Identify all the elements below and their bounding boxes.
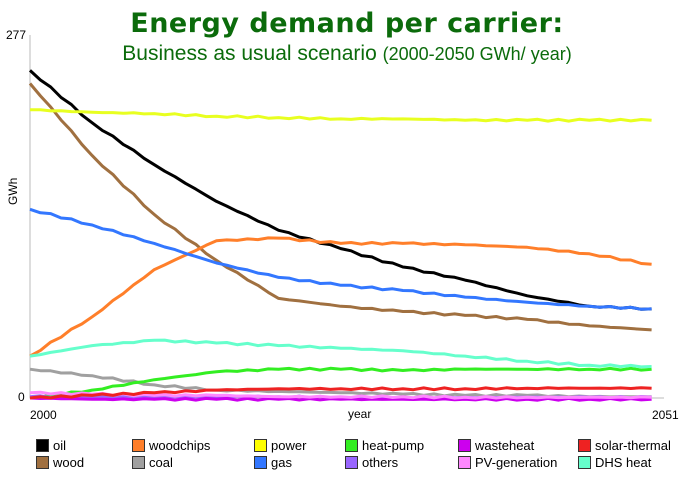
- series-line-woodchips: [29, 236, 652, 358]
- legend-swatch: [254, 456, 267, 469]
- legend-label: oil: [53, 438, 67, 453]
- legend-item-pv-generation: PV-generation: [458, 455, 557, 470]
- legend-label: DHS heat: [595, 455, 652, 470]
- chart-subtitle: Business as usual scenario (2000-2050 GW…: [0, 42, 694, 66]
- legend-item-solar-thermal: solar-thermal: [578, 438, 671, 453]
- series-line-solar-thermal: [29, 386, 652, 400]
- series-line-heat-pump: [29, 366, 652, 400]
- legend-label: PV-generation: [475, 455, 558, 470]
- series-line-gas: [29, 207, 652, 311]
- series-line-power: [30, 108, 652, 123]
- y-tick-zero: 0: [18, 390, 25, 404]
- series-line-wood: [28, 82, 652, 332]
- subtitle-unit: (2000-2050 GWh/ year): [382, 44, 572, 64]
- legend-label: heat-pump: [362, 438, 425, 453]
- y-tick-max: 277: [6, 28, 27, 42]
- legend-swatch: [36, 456, 49, 469]
- legend-label: gas: [271, 455, 292, 470]
- legend-label: wood: [53, 455, 85, 470]
- legend-swatch: [132, 456, 145, 469]
- legend-swatch: [578, 456, 591, 469]
- series-line-dhs-heat: [29, 338, 652, 369]
- legend-item-others: others: [345, 455, 398, 470]
- series-line-oil: [28, 69, 652, 311]
- legend-item-heat-pump: heat-pump: [345, 438, 424, 453]
- legend-item-oil: oil: [36, 438, 66, 453]
- legend-label: woodchips: [149, 438, 211, 453]
- x-axis-label: year: [348, 407, 372, 421]
- legend-swatch: [132, 439, 145, 452]
- legend-label: power: [271, 438, 307, 453]
- legend-swatch: [458, 439, 471, 452]
- legend-item-wasteheat: wasteheat: [458, 438, 534, 453]
- x-tick-start: 2000: [30, 408, 57, 422]
- legend-label: others: [362, 455, 399, 470]
- legend-swatch: [345, 439, 358, 452]
- legend-swatch: [458, 456, 471, 469]
- legend-item-power: power: [254, 438, 306, 453]
- legend-swatch: [36, 439, 49, 452]
- legend-label: wasteheat: [475, 438, 535, 453]
- chart-title: Energy demand per carrier:: [130, 8, 564, 39]
- x-tick-end: 2051: [652, 408, 679, 422]
- legend-item-wood: wood: [36, 455, 84, 470]
- legend-swatch: [345, 456, 358, 469]
- legend-label: solar-thermal: [595, 438, 671, 453]
- subtitle-main: Business as usual scenario: [122, 42, 377, 65]
- legend-swatch: [254, 439, 267, 452]
- legend-item-gas: gas: [254, 455, 292, 470]
- legend-item-coal: coal: [132, 455, 173, 470]
- legend-label: coal: [149, 455, 173, 470]
- legend-item-dhs-heat: DHS heat: [578, 455, 651, 470]
- legend-item-woodchips: woodchips: [132, 438, 210, 453]
- legend-swatch: [578, 439, 591, 452]
